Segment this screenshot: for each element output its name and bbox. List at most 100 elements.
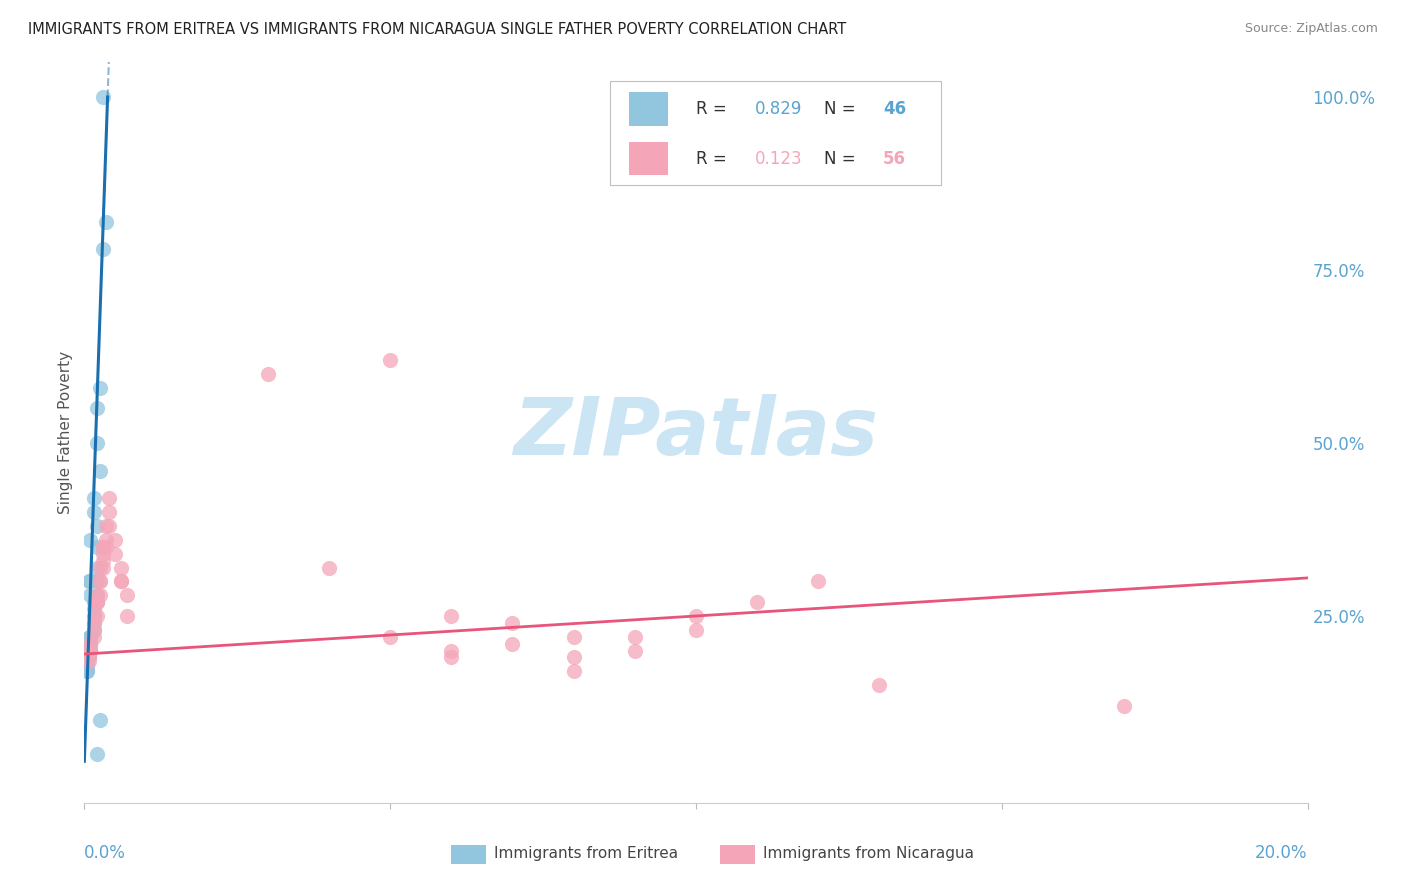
Point xyxy=(79,588,101,602)
Point xyxy=(110,560,132,574)
Point xyxy=(86,588,108,602)
Point xyxy=(110,574,132,589)
Point xyxy=(86,436,108,450)
Point xyxy=(97,505,120,519)
Point xyxy=(91,90,114,104)
Point xyxy=(97,491,120,506)
Point xyxy=(86,519,108,533)
Point xyxy=(86,595,108,609)
Point xyxy=(79,643,101,657)
Point xyxy=(440,609,463,624)
Point xyxy=(562,665,585,679)
Point xyxy=(624,630,647,644)
Point xyxy=(79,637,101,651)
Point xyxy=(318,560,340,574)
Point xyxy=(76,661,98,675)
Point xyxy=(86,401,108,416)
Text: Immigrants from Eritrea: Immigrants from Eritrea xyxy=(494,847,678,862)
Point xyxy=(86,609,108,624)
Point xyxy=(79,643,101,657)
Point xyxy=(440,650,463,665)
Point xyxy=(869,678,891,692)
Point xyxy=(79,574,101,589)
Text: R =: R = xyxy=(696,150,733,168)
Point xyxy=(747,595,769,609)
Point xyxy=(685,623,707,637)
Point xyxy=(89,574,111,589)
Point xyxy=(91,560,114,574)
Point xyxy=(562,650,585,665)
Point xyxy=(89,381,111,395)
Point xyxy=(76,665,98,679)
Point xyxy=(83,623,105,637)
Text: Immigrants from Nicaragua: Immigrants from Nicaragua xyxy=(763,847,974,862)
Point xyxy=(89,574,111,589)
Point xyxy=(83,609,105,624)
Point xyxy=(807,574,830,589)
Point xyxy=(91,540,114,554)
Point xyxy=(104,533,127,547)
Point xyxy=(502,637,524,651)
Point xyxy=(76,665,98,679)
Point xyxy=(562,630,585,644)
Point xyxy=(94,540,117,554)
Text: Source: ZipAtlas.com: Source: ZipAtlas.com xyxy=(1244,22,1378,36)
Text: R =: R = xyxy=(696,100,733,118)
Point xyxy=(83,505,105,519)
Point xyxy=(76,650,98,665)
Point xyxy=(624,643,647,657)
Point xyxy=(79,633,101,648)
Point xyxy=(79,643,101,657)
FancyBboxPatch shape xyxy=(451,845,485,863)
Point xyxy=(89,560,111,574)
Point xyxy=(79,630,101,644)
Point xyxy=(685,609,707,624)
Point xyxy=(83,615,105,630)
Point xyxy=(104,547,127,561)
Point xyxy=(115,609,138,624)
Point xyxy=(79,643,101,657)
Point xyxy=(91,540,114,554)
Point xyxy=(502,615,524,630)
Point xyxy=(89,713,111,727)
Point xyxy=(380,353,402,368)
Text: 0.0%: 0.0% xyxy=(84,844,127,862)
Point xyxy=(83,602,105,616)
Point xyxy=(86,747,108,762)
FancyBboxPatch shape xyxy=(628,93,668,126)
Point xyxy=(91,554,114,568)
Text: N =: N = xyxy=(824,100,862,118)
FancyBboxPatch shape xyxy=(720,845,755,863)
Point xyxy=(97,519,120,533)
Point xyxy=(79,637,101,651)
Text: 46: 46 xyxy=(883,100,907,118)
Point xyxy=(77,654,100,668)
Text: 20.0%: 20.0% xyxy=(1256,844,1308,862)
Point xyxy=(83,609,105,624)
Point xyxy=(79,533,101,547)
Text: IMMIGRANTS FROM ERITREA VS IMMIGRANTS FROM NICARAGUA SINGLE FATHER POVERTY CORRE: IMMIGRANTS FROM ERITREA VS IMMIGRANTS FR… xyxy=(28,22,846,37)
Y-axis label: Single Father Poverty: Single Father Poverty xyxy=(58,351,73,514)
Point xyxy=(86,595,108,609)
Point xyxy=(89,588,111,602)
Point xyxy=(380,630,402,644)
Point xyxy=(76,657,98,672)
Point xyxy=(83,595,105,609)
Point xyxy=(79,637,101,651)
Text: 0.829: 0.829 xyxy=(755,100,801,118)
Point xyxy=(79,643,101,657)
FancyBboxPatch shape xyxy=(628,142,668,176)
Text: 56: 56 xyxy=(883,150,905,168)
Point xyxy=(77,643,100,657)
Point xyxy=(89,464,111,478)
Point xyxy=(77,643,100,657)
Point xyxy=(110,574,132,589)
Text: 0.123: 0.123 xyxy=(755,150,803,168)
Point xyxy=(94,214,117,228)
Point xyxy=(79,637,101,651)
Point xyxy=(86,540,108,554)
Point xyxy=(79,630,101,644)
Point xyxy=(77,574,100,589)
Point xyxy=(257,367,280,381)
Point xyxy=(86,595,108,609)
